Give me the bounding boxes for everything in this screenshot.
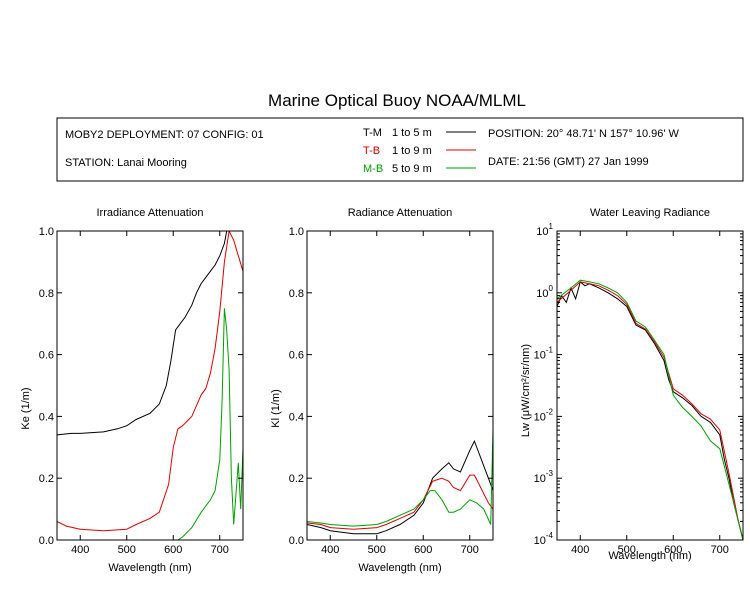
y-axis-label: Lw (μW/cm²/sr/nm): [520, 344, 532, 437]
x-tick-label: 500: [618, 544, 636, 556]
legend-key-t-b: T-B: [363, 145, 380, 157]
y-tick-exp: -2: [546, 407, 554, 416]
y-tick-label: 10-3: [534, 469, 554, 485]
y-tick-label: 1.0: [289, 226, 304, 238]
x-tick-label: 400: [71, 544, 89, 556]
y-tick-label: 0.8: [39, 288, 54, 300]
info-box-frame: [56, 117, 744, 182]
legend-key-t-m: T-M: [363, 127, 382, 139]
series-line-t-m: [557, 281, 743, 540]
legend: T-M 1 to 5 m T-B 1 to 9 m M-B 5 to 9 m: [363, 127, 476, 175]
legend-key-m-b: M-B: [363, 163, 383, 175]
legend-range-t-b: 1 to 9 m: [392, 145, 432, 157]
x-tick-label: 500: [368, 544, 386, 556]
y-axis-label: Ke (1/m): [20, 387, 32, 429]
plot-frame: [556, 230, 744, 541]
y-tick-base: 10: [534, 473, 546, 485]
series-line-t-b: [307, 474, 493, 530]
date-text: DATE: 21:56 (GMT) 27 Jan 1999: [488, 156, 649, 168]
series-line-t-m: [57, 231, 228, 436]
y-tick-label: 0.4: [289, 411, 304, 423]
station-text: STATION: Lanai Mooring: [65, 157, 187, 169]
x-tick-label: 700: [461, 544, 479, 556]
y-tick-label: 0.6: [39, 350, 54, 362]
y-tick-base: 10: [534, 411, 546, 423]
figure-title: Marine Optical Buoy NOAA/MLML: [268, 91, 526, 110]
series-line-m-b: [557, 279, 743, 540]
y-tick-label: 101: [536, 222, 553, 238]
y-tick-label: 0.4: [39, 411, 54, 423]
y-tick-exp: -1: [546, 346, 554, 355]
x-tick-label: 400: [571, 544, 589, 556]
y-tick-exp: 0: [549, 284, 554, 293]
y-tick-label: 0.6: [289, 350, 304, 362]
y-tick-label: 100: [536, 284, 553, 300]
chart-title: Radiance Attenuation: [348, 207, 453, 219]
y-tick-base: 10: [536, 226, 548, 238]
series-line-t-b: [557, 281, 743, 540]
y-tick-label: 0.0: [289, 535, 304, 547]
y-tick-base: 10: [536, 288, 548, 300]
x-tick-label: 700: [211, 544, 229, 556]
legend-range-m-b: 5 to 9 m: [392, 163, 432, 175]
y-tick-exp: 1: [549, 222, 554, 231]
series-line-t-m: [307, 439, 493, 535]
x-tick-label: 500: [118, 544, 136, 556]
y-tick-label: 0.2: [289, 473, 304, 485]
x-tick-label: 600: [164, 544, 182, 556]
x-axis-label: Wavelength (nm): [108, 562, 191, 574]
chart-title: Irradiance Attenuation: [96, 207, 203, 219]
y-tick-label: 10-4: [534, 531, 554, 547]
series-line-t-b: [57, 231, 243, 532]
series-line-m-b: [57, 308, 243, 540]
x-tick-label: 400: [321, 544, 339, 556]
y-tick-exp: -3: [546, 469, 554, 478]
y-tick-label: 0.2: [39, 473, 54, 485]
y-tick-label: 0.8: [289, 288, 304, 300]
x-axis-label: Wavelength (nm): [358, 562, 441, 574]
y-tick-label: 0.0: [39, 535, 54, 547]
x-tick-label: 700: [711, 544, 729, 556]
y-tick-base: 10: [534, 350, 546, 362]
x-axis-label: Wavelength (nm): [608, 550, 691, 562]
y-tick-base: 10: [534, 535, 546, 547]
plot-frame: [306, 230, 494, 541]
deployment-text: MOBY2 DEPLOYMENT: 07 CONFIG: 01: [65, 129, 264, 141]
y-tick-label: 10-1: [534, 346, 554, 362]
y-axis-label: Kl (1/m): [270, 389, 282, 428]
info-box: MOBY2 DEPLOYMENT: 07 CONFIG: 01 STATION:…: [56, 117, 744, 182]
position-text: POSITION: 20° 48.71' N 157° 10.96' W: [488, 128, 680, 140]
y-tick-exp: -4: [546, 531, 554, 540]
x-tick-label: 600: [664, 544, 682, 556]
plot-frame: [56, 230, 244, 541]
y-tick-label: 1.0: [39, 226, 54, 238]
series-line-m-b: [307, 428, 493, 527]
x-tick-label: 600: [414, 544, 432, 556]
legend-range-t-m: 1 to 5 m: [392, 127, 432, 139]
chart-panel-2: Radiance Attenuation 400 500 600 700 0.0 0.2 0.…: [270, 207, 494, 574]
chart-title: Water Leaving Radiance: [590, 207, 710, 219]
chart-panel-1: Irradiance Attenuation 400 500 600 700 0.0 0.2…: [20, 207, 244, 574]
y-tick-label: 10-2: [534, 407, 554, 423]
